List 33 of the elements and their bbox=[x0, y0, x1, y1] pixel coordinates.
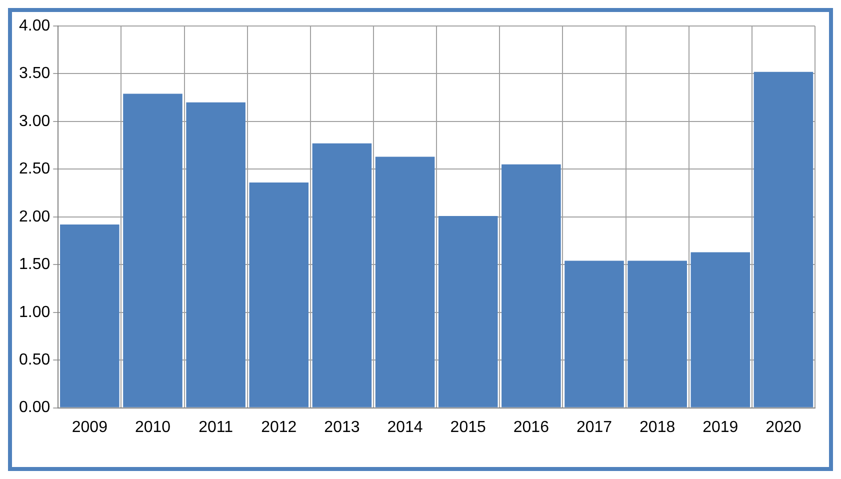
y-tick-label: 1.50 bbox=[19, 256, 50, 274]
x-tick-label: 2017 bbox=[576, 418, 612, 436]
x-tick-label: 2013 bbox=[324, 418, 360, 436]
x-tick-label: 2012 bbox=[261, 418, 297, 436]
y-tick-label: 4.00 bbox=[19, 17, 50, 34]
bar bbox=[186, 102, 246, 408]
y-tick-label: 0.00 bbox=[19, 399, 50, 416]
x-tick-label: 2016 bbox=[513, 418, 550, 436]
bar bbox=[123, 94, 182, 408]
bar bbox=[690, 252, 750, 408]
x-tick-label: 2019 bbox=[702, 418, 738, 436]
bar bbox=[375, 156, 435, 408]
x-tick-label: 2011 bbox=[198, 418, 234, 436]
bar bbox=[249, 182, 309, 408]
bar bbox=[438, 216, 498, 408]
bar bbox=[312, 143, 372, 408]
y-tick-label: 0.50 bbox=[19, 351, 50, 368]
y-tick-label: 1.00 bbox=[19, 304, 50, 321]
bar bbox=[754, 72, 814, 408]
y-tick-label: 3.50 bbox=[19, 65, 50, 82]
x-tick-label: 2010 bbox=[134, 418, 171, 436]
x-tick-label: 2009 bbox=[72, 418, 108, 436]
x-tick-label: 2018 bbox=[640, 418, 676, 436]
x-tick-label: 2015 bbox=[450, 418, 486, 436]
y-tick-label: 2.00 bbox=[19, 208, 50, 226]
y-tick-label: 3.00 bbox=[19, 112, 50, 130]
bar bbox=[628, 260, 687, 408]
y-tick-label: 2.50 bbox=[19, 160, 50, 178]
bar bbox=[60, 224, 120, 408]
x-tick-label: 2014 bbox=[387, 418, 423, 436]
bar bbox=[564, 260, 624, 408]
x-tick-label: 2020 bbox=[766, 418, 802, 436]
bar bbox=[502, 164, 561, 408]
